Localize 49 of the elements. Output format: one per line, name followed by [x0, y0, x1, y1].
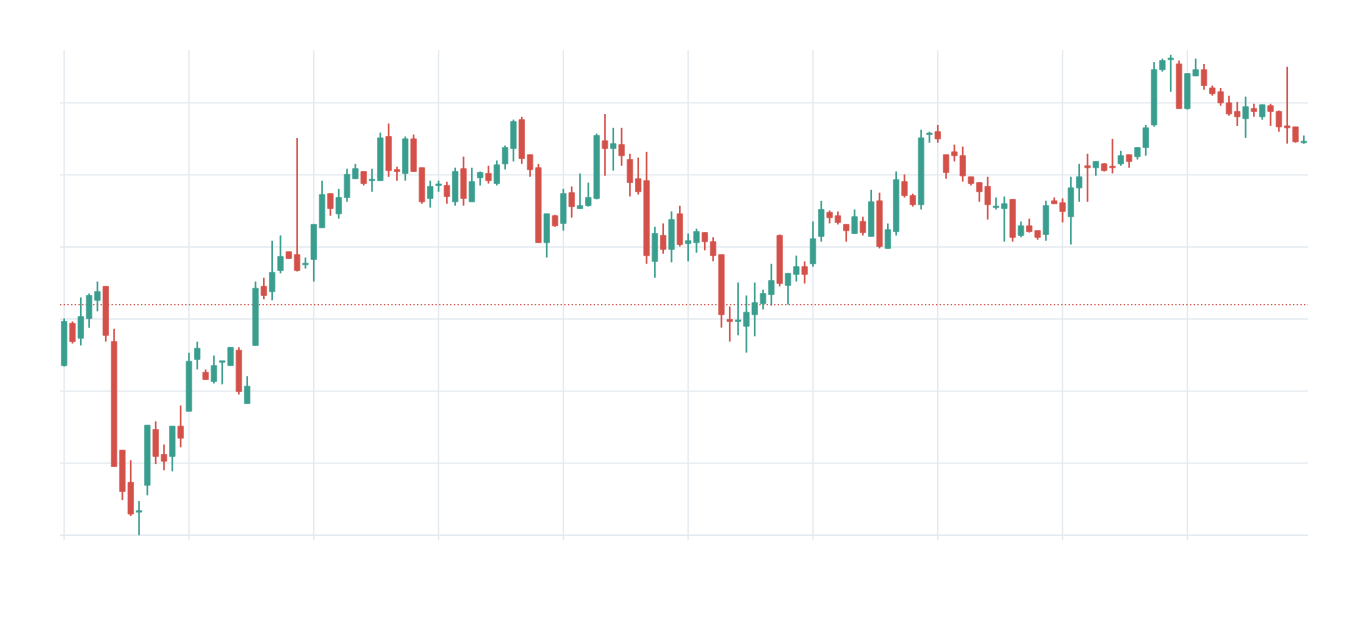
candlestick: [568, 185, 575, 219]
candlestick: [618, 126, 625, 167]
candlestick: [660, 222, 667, 255]
candlestick: [194, 340, 201, 371]
candlestick: [1200, 63, 1208, 91]
candlestick: [801, 260, 808, 285]
candlestick: [610, 126, 617, 172]
candlestick: [160, 443, 168, 472]
candlestick: [335, 187, 342, 220]
candlestick: [69, 320, 76, 345]
candlestick: [244, 375, 251, 405]
candlestick: [1225, 94, 1233, 117]
candlestick: [851, 208, 858, 235]
candlestick: [1167, 53, 1174, 93]
candlestick: [393, 165, 401, 182]
candlestick: [368, 167, 376, 193]
candlestick: [1242, 95, 1249, 139]
candlestick: [443, 180, 450, 205]
candlestick: [1076, 163, 1083, 203]
candlestick: [210, 354, 218, 385]
candlestick: [1001, 195, 1008, 243]
candlestick: [1084, 152, 1091, 203]
candlestick: [294, 137, 301, 273]
candlestick: [626, 152, 634, 198]
candlestick: [427, 179, 434, 209]
candlestick: [277, 234, 284, 275]
candlestick: [468, 166, 475, 203]
candlestick: [135, 500, 143, 537]
candlestick: [576, 172, 584, 210]
candlestick: [601, 113, 609, 177]
candlestick: [269, 239, 276, 302]
candlestick: [942, 153, 950, 180]
candlestick: [859, 215, 866, 237]
candlestick: [793, 254, 800, 283]
candlestick: [768, 262, 775, 307]
candlestick: [177, 404, 184, 449]
candlestick: [260, 276, 267, 301]
candlestick: [327, 192, 334, 217]
candlestick: [526, 153, 534, 178]
candlestick: [77, 296, 84, 347]
candlestick: [759, 288, 767, 311]
candlestick: [343, 167, 351, 203]
candlestick: [1234, 101, 1241, 127]
candlestick: [784, 272, 792, 306]
candlestick: [493, 159, 500, 187]
candlestick: [726, 305, 733, 343]
candlestick: [884, 222, 891, 250]
candlestick: [992, 196, 1000, 211]
candlestick: [734, 281, 742, 337]
